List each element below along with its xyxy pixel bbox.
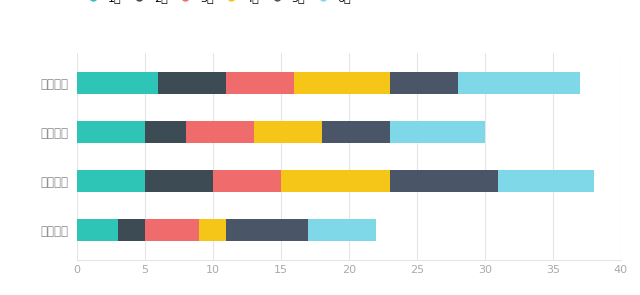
Bar bbox=[281, 170, 390, 192]
Bar bbox=[118, 219, 145, 241]
Bar bbox=[159, 72, 227, 94]
Bar bbox=[212, 170, 281, 192]
Bar bbox=[458, 72, 580, 94]
Bar bbox=[499, 170, 594, 192]
Bar bbox=[145, 219, 199, 241]
Bar bbox=[77, 72, 159, 94]
Legend: 1月, 2月, 3月, 4月, 5月, 6月: 1月, 2月, 3月, 4月, 5月, 6月 bbox=[83, 0, 351, 3]
Bar bbox=[145, 121, 186, 143]
Bar bbox=[77, 170, 145, 192]
Bar bbox=[390, 121, 485, 143]
Bar bbox=[294, 72, 390, 94]
Bar bbox=[186, 121, 253, 143]
Bar bbox=[253, 121, 322, 143]
Bar bbox=[227, 219, 308, 241]
Bar bbox=[145, 170, 212, 192]
Bar bbox=[199, 219, 227, 241]
Bar bbox=[390, 170, 499, 192]
Bar bbox=[77, 219, 118, 241]
Bar bbox=[390, 72, 458, 94]
Bar bbox=[227, 72, 294, 94]
Bar bbox=[308, 219, 376, 241]
Bar bbox=[77, 121, 145, 143]
Bar bbox=[322, 121, 390, 143]
